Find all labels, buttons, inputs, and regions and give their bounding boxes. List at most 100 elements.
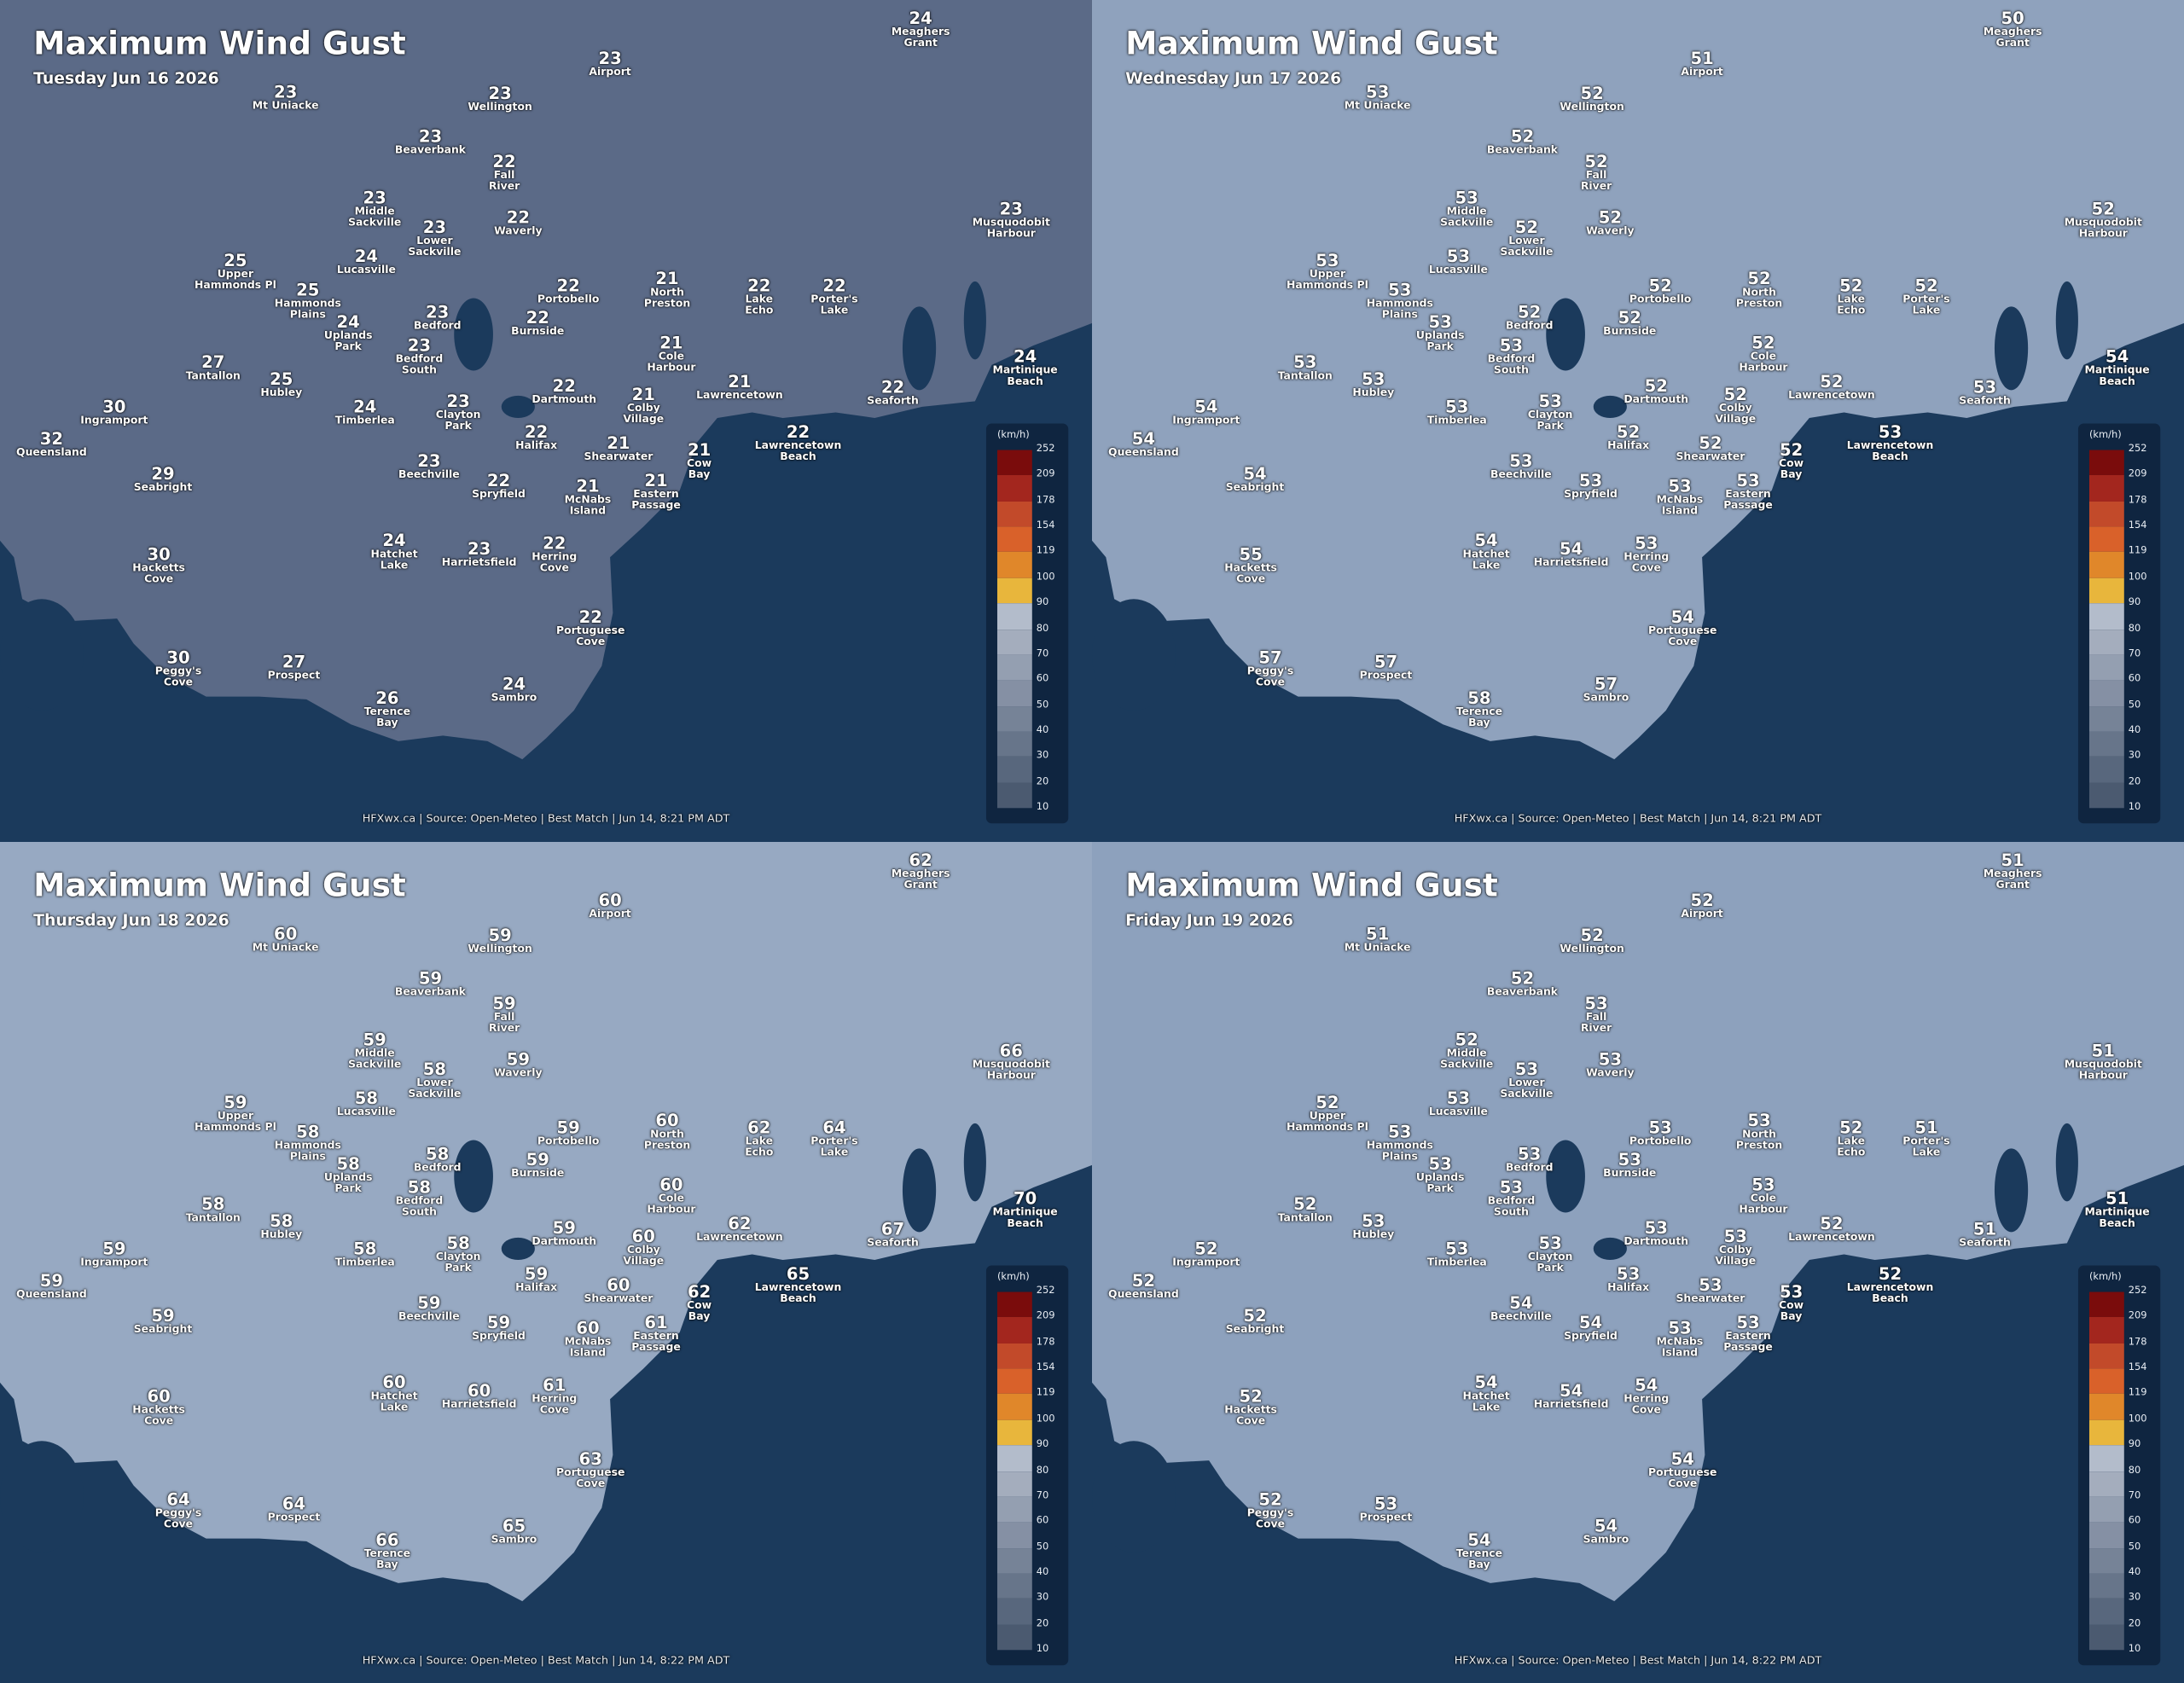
legend-label: 252 (1036, 443, 1055, 455)
place-name: Uplands Park (1415, 328, 1465, 353)
legend-band (2088, 1368, 2124, 1394)
place-name: McNabs Island (564, 1334, 612, 1360)
place-value: 21 (631, 384, 655, 404)
place-name: Halifax (1607, 1280, 1650, 1293)
legend-label: 209 (2128, 1309, 2147, 1321)
place-name: Middle Sackville (348, 1046, 402, 1071)
legend-label: 40 (1036, 724, 1049, 736)
place-name: Bedford (413, 319, 462, 332)
place-value: 22 (543, 533, 566, 554)
place-name: North Preston (1735, 285, 1783, 310)
place-name: Terence Bay (363, 1546, 411, 1571)
water (454, 298, 493, 371)
place-value: 52 (1131, 1270, 1156, 1291)
place-value: 21 (687, 440, 712, 460)
place-name: Upper Hammonds Pl (194, 1109, 276, 1134)
legend-label: 154 (1036, 1361, 1055, 1373)
place-value: 53 (1668, 476, 1692, 496)
place-name: Spryfield (472, 487, 526, 501)
place-name: Lower Sackville (408, 234, 462, 258)
place-name: Wellington (1560, 942, 1624, 955)
place-value: 58 (354, 1088, 379, 1108)
water (0, 1440, 84, 1552)
place-value: 52 (1839, 276, 1863, 296)
water (501, 395, 535, 418)
place-value: 53 (1446, 1088, 1471, 1108)
place-value: 21 (644, 471, 668, 490)
place-value: 53 (1362, 369, 1385, 389)
place-name: Cole Harbour (647, 349, 696, 374)
place-name: Beaverbank (394, 143, 467, 156)
footer: HFXwx.ca | Source: Open-Meteo | Best Mat… (1454, 1653, 1822, 1667)
place-name: Eastern Passage (631, 1329, 681, 1354)
place-name: Hubley (1352, 1227, 1395, 1240)
place-name: Prospect (267, 668, 321, 682)
place-value: 52 (1820, 1213, 1844, 1233)
legend-label: 30 (2128, 1591, 2141, 1603)
legend-label: 30 (1036, 750, 1049, 762)
place-value: 52 (1514, 217, 1539, 237)
legend-band (996, 782, 1032, 809)
place-value: 59 (363, 1029, 386, 1049)
place-name: Airport (589, 65, 631, 78)
legend-band (2088, 654, 2124, 681)
legend-label: 70 (1036, 647, 1049, 659)
map-title: Maximum Wind Gust (33, 26, 406, 63)
place-name: Hammonds Plains (274, 1138, 341, 1163)
place-value: 67 (880, 1219, 905, 1239)
place-value: 57 (1374, 652, 1398, 672)
legend-band (996, 1521, 1032, 1547)
legend-band (2088, 1623, 2124, 1650)
place-value: 21 (659, 333, 683, 353)
place-value: 60 (659, 1174, 683, 1194)
legend-band (2088, 629, 2124, 655)
legend-label: 209 (1036, 468, 1055, 480)
basemap (0, 841, 1092, 1601)
legend-label: 40 (2128, 724, 2141, 736)
place-name: Hatchet Lake (1462, 547, 1510, 572)
place-name: Hatchet Lake (370, 1389, 418, 1413)
place-value: 52 (1644, 375, 1668, 396)
place-name: Lower Sackville (1500, 234, 1554, 258)
legend-label: 70 (2128, 1489, 2141, 1500)
legend-band (2088, 1343, 2124, 1369)
legend-band (996, 757, 1032, 783)
legend-label: 10 (1036, 801, 1049, 813)
place-name: Meaghers Grant (1983, 25, 2042, 49)
place-name: Cole Harbour (1739, 1191, 1788, 1216)
place-name: Lake Echo (1837, 1134, 1866, 1158)
place-value: 50 (2001, 8, 2024, 28)
legend-band (996, 1368, 1032, 1394)
place-value: 53 (1644, 1217, 1668, 1238)
place-value: 59 (224, 1092, 247, 1112)
legend-band (2088, 501, 2124, 527)
place-value: 52 (1779, 440, 1804, 460)
place-value: 54 (1131, 429, 1156, 449)
place-name: Ingramport (1172, 1255, 1240, 1268)
place-value: 52 (1510, 968, 1535, 988)
place-name: Waverly (1586, 223, 1635, 237)
place-value: 52 (1455, 1029, 1478, 1049)
place-value: 23 (467, 539, 491, 559)
place-value: 64 (822, 1117, 846, 1137)
place-name: Sambro (491, 1532, 537, 1546)
place-value: 22 (556, 276, 580, 296)
place-value: 21 (655, 269, 679, 289)
place-value: 59 (506, 1048, 530, 1069)
place-value: 58 (270, 1210, 293, 1231)
place-value: 53 (1518, 1143, 1542, 1164)
footer: HFXwx.ca | Source: Open-Meteo | Best Mat… (362, 812, 730, 825)
place-name: Hammonds Plains (1366, 1138, 1433, 1163)
water (902, 1147, 937, 1232)
place-value: 53 (1428, 311, 1452, 332)
legend-band (996, 1317, 1032, 1343)
place-value: 53 (1388, 1121, 1412, 1141)
place-value: 51 (1366, 923, 1390, 943)
place-value: 23 (417, 451, 441, 472)
legend-label: 70 (2128, 647, 2141, 659)
place-value: 52 (1839, 1117, 1863, 1137)
place-value: 22 (524, 421, 549, 442)
legend-band (996, 526, 1032, 553)
legend-band (996, 680, 1032, 706)
place-value: 54 (1194, 397, 1218, 417)
